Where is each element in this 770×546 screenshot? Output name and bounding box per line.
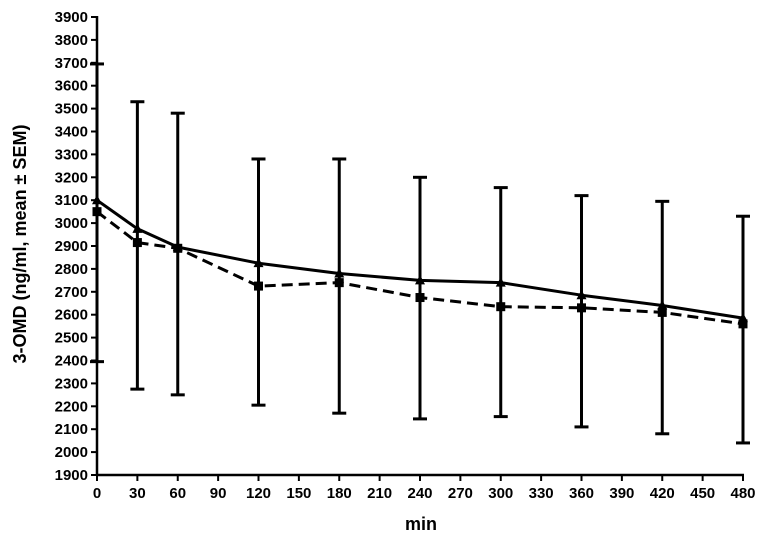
x-tick-label: 30	[129, 485, 146, 502]
x-tick-label: 480	[730, 485, 755, 502]
x-tick-label: 90	[210, 485, 227, 502]
x-tick-label: 450	[690, 485, 715, 502]
x-tick-label: 180	[327, 485, 352, 502]
triangle-marker	[132, 223, 143, 233]
y-tick-label: 2500	[55, 330, 88, 347]
y-tick-label: 2300	[55, 375, 88, 392]
y-tick-label: 2600	[55, 307, 88, 324]
y-tick-label: 3200	[55, 169, 88, 186]
square-marker	[254, 281, 263, 291]
y-tick-label: 3100	[55, 192, 88, 209]
square-marker	[173, 243, 183, 253]
x-tick-label: 240	[407, 485, 432, 502]
y-tick-label: 3900	[55, 9, 88, 26]
square-marker	[577, 303, 586, 313]
x-tick-label: 420	[650, 485, 675, 502]
y-axis-title: 3-OMD (ng/ml, mean ± SEM)	[10, 125, 30, 364]
triangle-marker	[657, 300, 668, 310]
x-tick-label: 0	[93, 485, 101, 502]
y-tick-label: 3300	[55, 146, 88, 163]
x-tick-label: 60	[169, 485, 186, 502]
y-tick-label: 3700	[55, 55, 88, 72]
y-tick-label: 2200	[55, 398, 88, 415]
square-marker	[415, 293, 425, 303]
y-tick-label: 2400	[55, 353, 88, 370]
x-tick-label: 210	[367, 485, 392, 502]
square-marker	[657, 307, 667, 317]
x-axis-title: min	[405, 514, 437, 534]
x-tick-label: 390	[609, 485, 634, 502]
square-marker	[132, 238, 142, 248]
square-marker	[738, 319, 748, 329]
y-tick-label: 2100	[55, 421, 88, 438]
series-lines	[96, 198, 744, 326]
y-tick-label: 3400	[55, 124, 88, 141]
x-tick-label: 300	[488, 485, 513, 502]
series-line-2	[96, 210, 744, 326]
square-marker	[496, 302, 506, 312]
square-marker	[92, 207, 102, 217]
x-tick-label: 360	[569, 485, 594, 502]
x-tick-label: 330	[529, 485, 554, 502]
y-tick-label: 3600	[55, 78, 88, 95]
triangle-marker	[495, 277, 506, 287]
triangle-marker	[334, 267, 345, 278]
x-tick-label: 150	[286, 485, 311, 502]
y-tick-label: 2000	[55, 444, 88, 461]
series-line-1	[96, 198, 744, 320]
triangle-marker	[415, 274, 425, 285]
triangle-marker	[92, 194, 102, 205]
x-tick-label: 120	[246, 485, 271, 502]
y-tick-label: 2900	[55, 238, 88, 255]
y-tick-label: 3800	[55, 32, 88, 49]
y-tick-label: 3000	[55, 215, 88, 232]
y-tick-label: 3500	[55, 101, 88, 118]
y-tick-label: 2700	[55, 284, 88, 301]
square-marker	[334, 278, 344, 288]
axes: 1900200021002200230024002500260027002800…	[55, 9, 756, 502]
series-markers	[92, 194, 748, 329]
y-tick-label: 2800	[55, 261, 88, 278]
y-tick-label: 1900	[55, 467, 88, 484]
triangle-marker	[576, 289, 587, 300]
x-tick-label: 270	[448, 485, 473, 502]
triangle-marker	[253, 257, 264, 268]
